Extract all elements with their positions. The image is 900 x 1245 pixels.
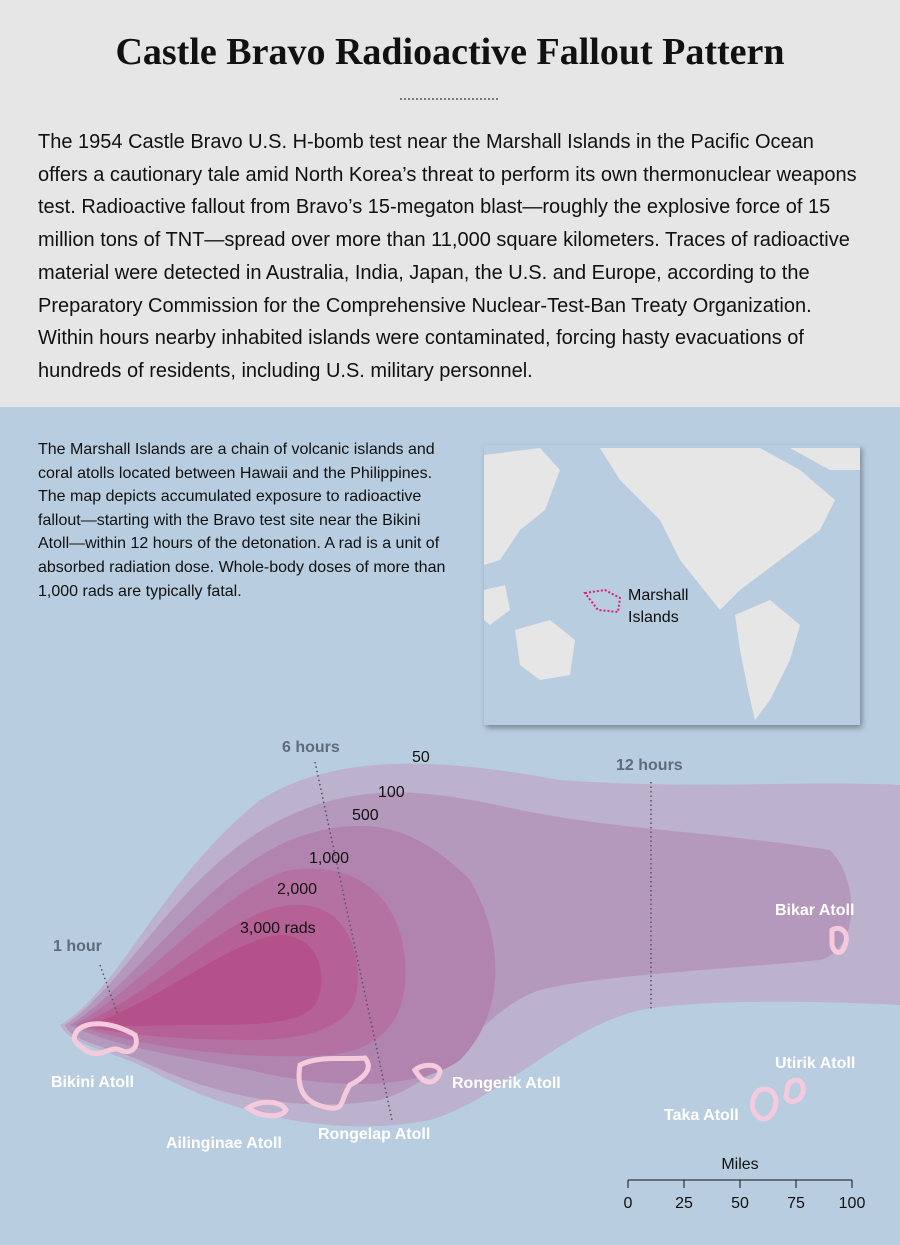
atoll-label: Rongelap Atoll — [318, 1126, 430, 1143]
scale-bar: Miles 0 25 50 75 100 — [624, 1156, 866, 1212]
time-label: 12 hours — [616, 757, 683, 774]
intro: The 1954 Castle Bravo U.S. H-bomb test n… — [38, 131, 857, 382]
atoll — [829, 925, 849, 955]
time-label: 1 hour — [53, 938, 102, 955]
scale-tick-label: 50 — [731, 1195, 749, 1212]
atoll — [749, 1086, 779, 1122]
time-lines — [99, 761, 652, 1121]
atoll-label: Bikini Atoll — [51, 1074, 134, 1091]
scale-title: Miles — [721, 1156, 758, 1173]
fallout — [60, 763, 900, 1127]
title: Castle Bravo Radioactive Fallout Pattern — [115, 31, 785, 73]
divider — [400, 98, 498, 100]
atoll — [411, 1062, 443, 1085]
atoll-label: Utirik Atoll — [775, 1055, 855, 1072]
inset-label: Marshall Islands — [628, 587, 689, 626]
contour — [90, 935, 322, 1027]
atoll — [783, 1077, 806, 1105]
scale-tick-label: 0 — [624, 1195, 633, 1212]
atoll — [71, 1021, 139, 1057]
land — [484, 448, 860, 720]
scale-tick-label: 25 — [675, 1195, 693, 1212]
contour-label: 100 — [378, 784, 405, 801]
atoll-label: Ailinginae Atoll — [166, 1135, 282, 1152]
header: Castle Bravo Radioactive Fallout Pattern… — [0, 0, 900, 407]
scale-tick-label: 75 — [787, 1195, 805, 1212]
contour-label: 3,000 rads — [240, 920, 316, 937]
atoll — [296, 1055, 371, 1111]
description: The Marshall Islands are a chain of volc… — [38, 441, 446, 600]
contour-label: 50 — [412, 749, 430, 766]
atoll-label: Rongerik Atoll — [452, 1075, 561, 1092]
scale-tick-label: 100 — [839, 1195, 866, 1212]
contour-label: 2,000 — [277, 881, 317, 898]
atolls — [71, 925, 849, 1122]
atoll — [243, 1099, 289, 1119]
inset: Marshall Islands — [484, 445, 860, 725]
contour-label: 1,000 — [309, 850, 349, 867]
time-label: 6 hours — [282, 739, 340, 756]
contour-label: 500 — [352, 807, 379, 824]
atoll-label: Bikar Atoll — [775, 902, 854, 919]
atoll-label: Taka Atoll — [664, 1107, 739, 1124]
inset-label-box: Marshall Islands — [628, 587, 689, 626]
